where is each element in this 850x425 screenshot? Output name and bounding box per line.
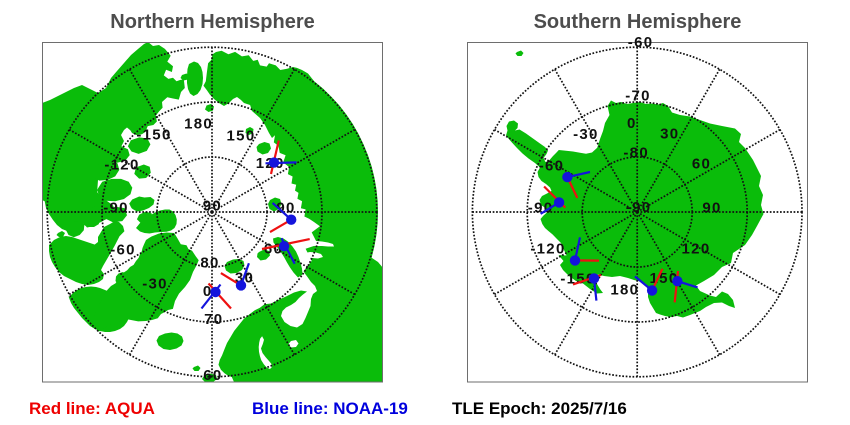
svg-text:120: 120 [682,240,711,257]
svg-text:Red line: AQUA: Red line: AQUA [29,399,155,418]
svg-text:60: 60 [203,367,222,384]
svg-text:Blue line: NOAA-19: Blue line: NOAA-19 [252,399,408,418]
svg-text:-120: -120 [530,240,565,257]
svg-text:Southern Hemisphere: Southern Hemisphere [534,11,742,33]
svg-text:180: 180 [184,115,213,132]
svg-text:0: 0 [627,115,637,132]
svg-text:70: 70 [204,311,223,328]
svg-text:-60: -60 [539,157,565,174]
svg-text:80: 80 [200,254,219,271]
svg-text:-70: -70 [625,87,651,104]
svg-text:-90: -90 [626,199,652,216]
svg-text:150: 150 [227,127,256,144]
svg-text:90: 90 [276,199,295,216]
svg-text:Northern Hemisphere: Northern Hemisphere [110,11,315,33]
svg-text:90: 90 [702,199,721,216]
svg-text:-60: -60 [628,34,654,51]
svg-text:60: 60 [264,240,283,257]
svg-text:60: 60 [692,156,711,173]
svg-text:-150: -150 [560,270,595,287]
svg-text:-30: -30 [142,275,168,292]
svg-text:-150: -150 [136,126,171,143]
svg-text:-80: -80 [623,145,649,162]
svg-text:90: 90 [203,198,222,215]
svg-text:-90: -90 [103,199,129,216]
svg-text:-60: -60 [110,241,136,258]
svg-text:-30: -30 [573,126,599,143]
svg-text:180: 180 [610,281,639,298]
svg-text:TLE Epoch: 2025/7/16: TLE Epoch: 2025/7/16 [452,399,627,418]
svg-text:0: 0 [203,283,213,300]
svg-text:-90: -90 [528,199,554,216]
svg-text:30: 30 [660,126,679,143]
svg-text:-120: -120 [104,156,139,173]
